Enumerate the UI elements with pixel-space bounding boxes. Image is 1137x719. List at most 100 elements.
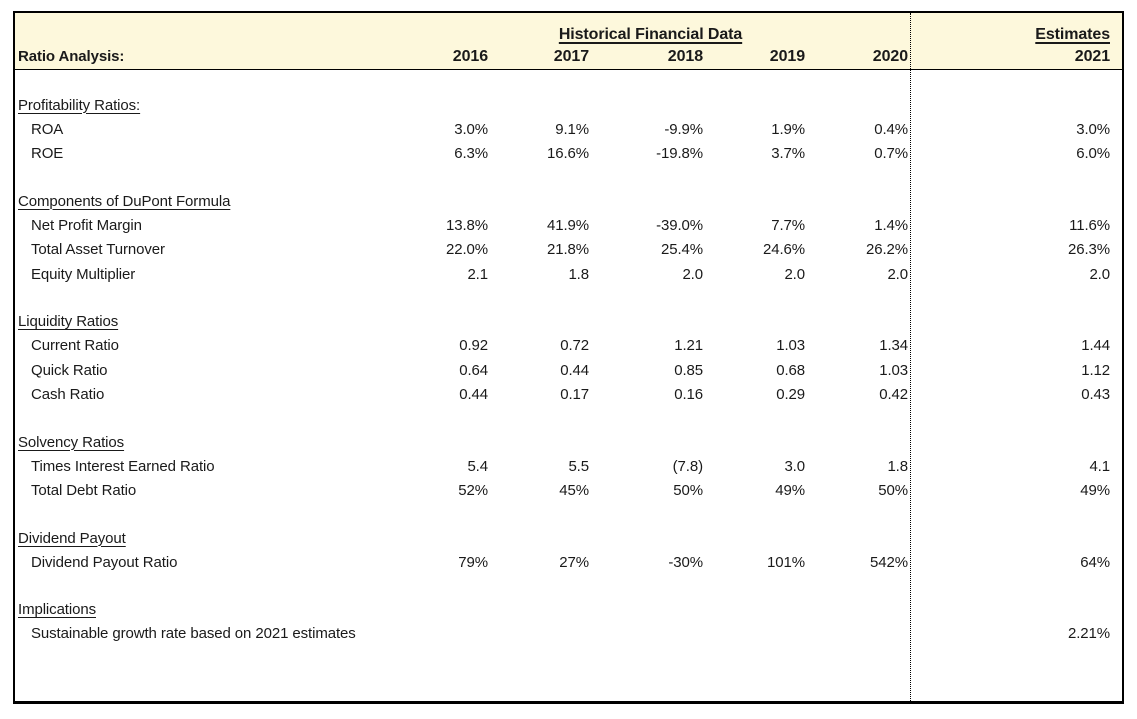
section-title: Components of DuPont Formula [18, 192, 231, 210]
row-label: Sustainable growth rate based on 2021 es… [31, 625, 356, 643]
value-2017: 45% [559, 482, 589, 500]
table-row: Net Profit Margin 13.8% 41.9% -39.0% 7.7… [15, 213, 1122, 238]
row-label: Quick Ratio [31, 361, 108, 379]
value-2021-estimate: 0.43 [1081, 386, 1110, 404]
value-2021-estimate: 4.1 [1089, 457, 1110, 475]
value-2017: 0.72 [560, 337, 589, 355]
row-label: ROA [31, 120, 64, 138]
value-2019: 1.03 [776, 337, 805, 355]
value-2020: 0.42 [879, 386, 908, 404]
row-label: Dividend Payout Ratio [31, 553, 178, 571]
value-2019: 3.0 [784, 457, 805, 475]
value-2019: 7.7% [771, 216, 805, 234]
value-2016: 79% [458, 553, 488, 571]
section-title: Dividend Payout [18, 529, 126, 547]
value-2017: 41.9% [546, 216, 589, 234]
value-2018: 50% [673, 482, 703, 500]
value-2019: 0.68 [776, 361, 805, 379]
historical-data-title: Historical Financial Data [558, 26, 743, 43]
ratio-analysis-table: Historical Financial Data Estimates Rati… [13, 11, 1124, 704]
value-2021-estimate: 2.21% [1067, 625, 1110, 643]
section-title: Liquidity Ratios [18, 313, 119, 330]
value-2016: 2.1 [467, 265, 488, 283]
table-row: ROA 3.0% 9.1% -9.9% 1.9% 0.4% 3.0% [15, 117, 1122, 142]
row-label: Total Asset Turnover [31, 241, 165, 259]
col-header-2019: 2019 [769, 47, 805, 65]
value-2018: 0.16 [674, 386, 703, 404]
value-2016: 3.0% [454, 120, 488, 138]
value-2017: 0.44 [560, 361, 589, 379]
section-title: Solvency Ratios [18, 433, 125, 451]
value-2020: 50% [878, 482, 908, 500]
value-2017: 21.8% [546, 241, 589, 259]
section-implications: Implications Sustainable growth rate bas… [15, 598, 1122, 647]
value-2016: 0.44 [459, 386, 488, 404]
value-2016: 5.4 [467, 457, 488, 475]
row-label: Net Profit Margin [31, 216, 142, 234]
col-header-2020: 2020 [872, 47, 908, 65]
section-solvency: Solvency Ratios Times Interest Earned Ra… [15, 430, 1122, 503]
value-2018: (7.8) [672, 457, 703, 475]
value-2021-estimate: 1.44 [1081, 337, 1110, 355]
value-2019: 1.9% [771, 120, 805, 138]
value-2021-estimate: 64% [1080, 553, 1110, 571]
table-row: ROE 6.3% 16.6% -19.8% 3.7% 0.7% 6.0% [15, 142, 1122, 167]
section-dividend: Dividend Payout Dividend Payout Ratio 79… [15, 526, 1122, 575]
col-header-2018: 2018 [667, 47, 703, 65]
value-2020: 1.8 [887, 457, 908, 475]
value-2018: 1.21 [674, 337, 703, 355]
value-2016: 0.92 [459, 337, 488, 355]
table-row: Total Asset Turnover 22.0% 21.8% 25.4% 2… [15, 238, 1122, 263]
row-label: Total Debt Ratio [31, 482, 137, 500]
value-2021-estimate: 1.12 [1081, 361, 1110, 379]
section-liquidity: Liquidity Ratios Current Ratio 0.92 0.72… [15, 310, 1122, 408]
table-row: Equity Multiplier 2.1 1.8 2.0 2.0 2.0 2.… [15, 262, 1122, 287]
value-2017: 5.5 [568, 457, 589, 475]
value-2017: 27% [559, 553, 589, 571]
value-2017: 0.17 [560, 386, 589, 404]
value-2018: 0.85 [674, 361, 703, 379]
value-2018: 2.0 [682, 265, 703, 283]
value-2020: 26.2% [865, 241, 908, 259]
section-dupont: Components of DuPont Formula Net Profit … [15, 189, 1122, 287]
table-row: Sustainable growth rate based on 2021 es… [15, 622, 1122, 647]
estimates-title: Estimates [1035, 26, 1110, 43]
value-2019: 2.0 [784, 265, 805, 283]
value-2020: 0.4% [874, 120, 908, 138]
col-header-2016: 2016 [452, 47, 488, 65]
value-2020: 1.4% [874, 216, 908, 234]
value-2016: 22.0% [445, 241, 488, 259]
section-profitability: Profitability Ratios: ROA 3.0% 9.1% -9.9… [15, 93, 1122, 166]
value-2018: -30% [668, 553, 703, 571]
value-2019: 3.7% [771, 145, 805, 163]
value-2018: -9.9% [664, 120, 703, 138]
table-row: Cash Ratio 0.44 0.17 0.16 0.29 0.42 0.43 [15, 383, 1122, 408]
value-2021-estimate: 11.6% [1069, 216, 1110, 234]
value-2017: 1.8 [568, 265, 589, 283]
header-years-row: Ratio Analysis: 2016 2017 2018 2019 2020… [15, 44, 1122, 69]
value-2020: 542% [870, 553, 908, 571]
value-2017: 9.1% [555, 120, 589, 138]
value-2020: 2.0 [887, 265, 908, 283]
table-row: Current Ratio 0.92 0.72 1.21 1.03 1.34 1… [15, 334, 1122, 359]
value-2016: 6.3% [454, 145, 488, 163]
section-title: Implications [18, 601, 96, 618]
value-2019: 24.6% [762, 241, 805, 259]
ratio-analysis-label: Ratio Analysis: [18, 48, 125, 65]
value-2018: 25.4% [660, 241, 703, 259]
value-2021-estimate: 49% [1080, 482, 1110, 500]
section-title: Profitability Ratios: [18, 96, 141, 114]
table-row: Times Interest Earned Ratio 5.4 5.5 (7.8… [15, 454, 1122, 479]
value-2016: 0.64 [459, 361, 488, 379]
value-2017: 16.6% [546, 145, 589, 163]
header-group-row: Historical Financial Data Estimates [15, 13, 1122, 44]
value-2021-estimate: 3.0% [1076, 120, 1110, 138]
table-row: Total Debt Ratio 52% 45% 50% 49% 50% 49% [15, 479, 1122, 504]
value-2020: 0.7% [874, 145, 908, 163]
row-label: ROE [31, 145, 64, 163]
value-2019: 0.29 [776, 386, 805, 404]
col-header-2021: 2021 [1074, 47, 1110, 65]
value-2021-estimate: 26.3% [1067, 241, 1110, 259]
value-2016: 13.8% [445, 216, 488, 234]
